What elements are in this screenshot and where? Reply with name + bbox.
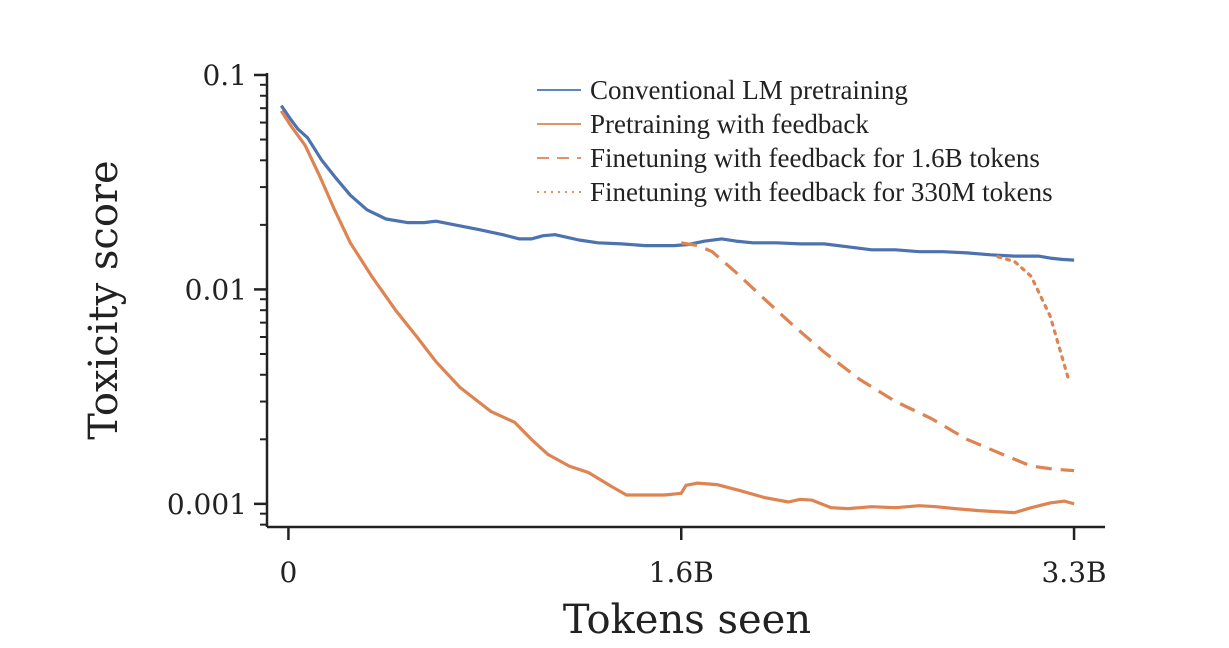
series-line-2 — [279, 110, 1075, 515]
legend: Conventional LM pretraining Pretraining w… — [537, 75, 1053, 207]
legend-label-4: Finetuning with feedback for 330M tokens — [590, 177, 1053, 207]
y-axis-title: Toxicity score — [81, 160, 127, 439]
x-tick-label: 1.6B — [649, 556, 714, 589]
legend-label-1: Conventional LM pretraining — [590, 75, 908, 105]
x-axis-title: Tokens seen — [563, 597, 811, 643]
legend-label-3: Finetuning with feedback for 1.6B tokens — [590, 143, 1040, 173]
y-tick-label: 0.001 — [167, 488, 247, 521]
series-lines — [279, 104, 1075, 515]
x-tick-label: 3.3B — [1041, 556, 1106, 589]
legend-label-2: Pretraining with feedback — [590, 109, 869, 139]
y-tick-label: 0.01 — [185, 273, 247, 306]
series-line-3 — [680, 241, 1075, 473]
x-tick-label: 0 — [280, 556, 298, 589]
y-tick-label: 0.1 — [202, 59, 247, 92]
series-line-1 — [279, 104, 1075, 262]
axes: 0.1 0.01 0.001 0 1.6B 3.3B — [167, 59, 1107, 589]
series-line-4 — [996, 255, 1071, 384]
